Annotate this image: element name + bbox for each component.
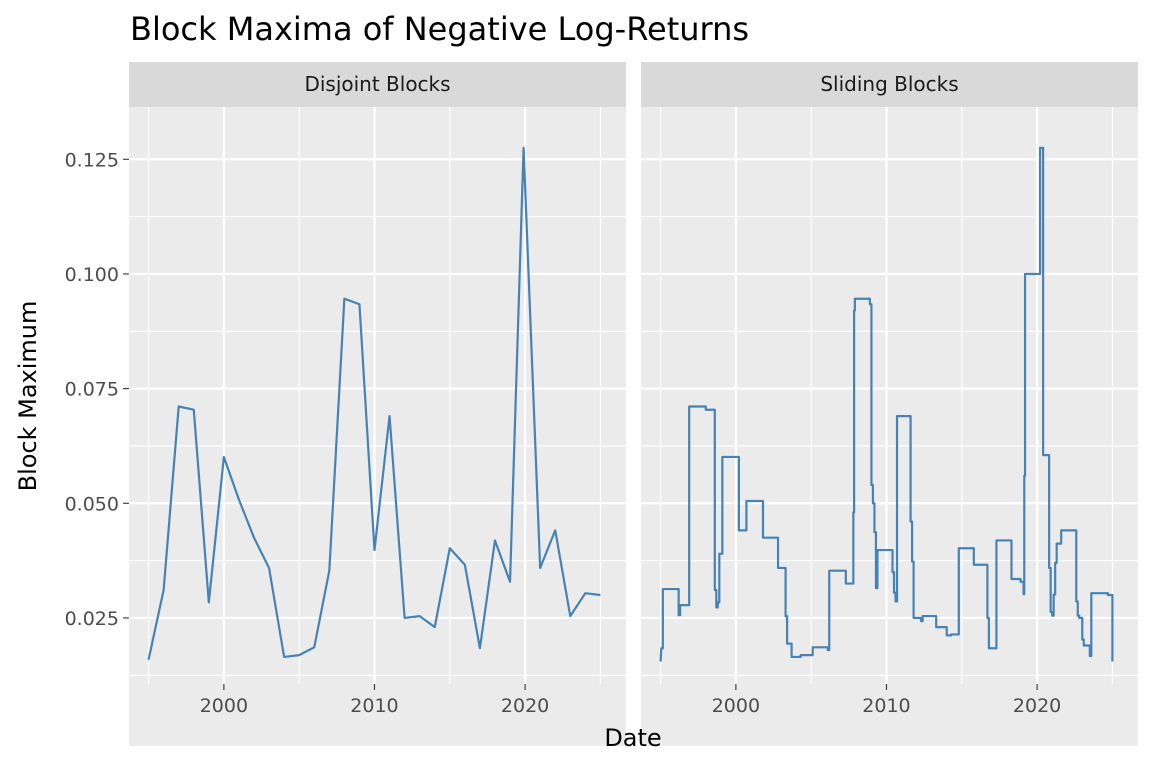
chart-title: Block Maxima of Negative Log-Returns bbox=[130, 10, 749, 48]
x-axis-title: Date bbox=[604, 724, 661, 752]
facet-sliding-blocks: Sliding Blocks bbox=[641, 62, 1138, 746]
x-tick-label: 2000 bbox=[712, 695, 760, 717]
y-tick-label: 0.025 bbox=[65, 608, 119, 630]
x-tick-label: 2020 bbox=[1013, 695, 1061, 717]
x-tick-label: 2010 bbox=[862, 695, 910, 717]
y-tick-label: 0.100 bbox=[65, 264, 119, 286]
series-line bbox=[659, 146, 1114, 662]
x-axis-disjoint: 2000 2010 2020 bbox=[200, 684, 549, 717]
panel-background bbox=[129, 107, 626, 746]
y-tick-label: 0.050 bbox=[65, 493, 119, 515]
panel-background bbox=[641, 107, 1138, 746]
y-axis-title: Block Maximum bbox=[14, 301, 42, 492]
strip-background bbox=[641, 62, 1138, 107]
facet-disjoint-blocks: Disjoint Blocks bbox=[129, 62, 626, 746]
y-axis: 0.025 0.050 0.075 0.100 0.125 bbox=[65, 149, 129, 630]
x-tick-label: 2020 bbox=[501, 695, 549, 717]
x-tick-label: 2010 bbox=[350, 695, 398, 717]
facet-label-disjoint: Disjoint Blocks bbox=[304, 72, 450, 96]
facet-label-sliding: Sliding Blocks bbox=[820, 72, 958, 96]
y-tick-label: 0.075 bbox=[65, 379, 119, 401]
series-line bbox=[147, 146, 601, 660]
x-axis-sliding: 2000 2010 2020 bbox=[712, 684, 1061, 717]
y-tick-label: 0.125 bbox=[65, 149, 119, 171]
x-tick-label: 2000 bbox=[200, 695, 248, 717]
strip-background bbox=[129, 62, 626, 107]
